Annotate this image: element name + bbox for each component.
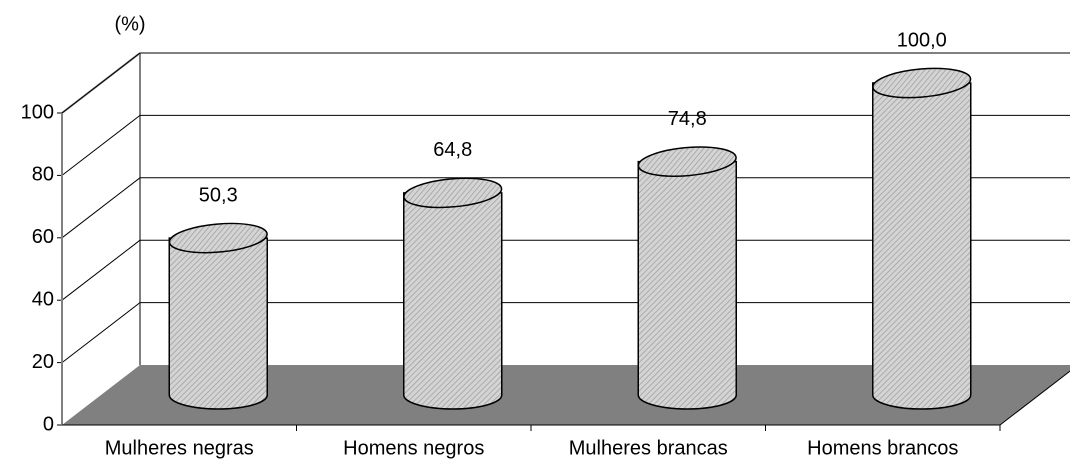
x-tick-label: Homens brancos <box>807 437 958 459</box>
cylinder-body <box>403 192 503 410</box>
value-label: 50,3 <box>199 184 238 206</box>
value-label: 100,0 <box>897 29 947 51</box>
x-tick-label: Mulheres negras <box>105 437 254 459</box>
y-tick-label: 100 <box>21 101 54 123</box>
cylinder <box>872 67 972 410</box>
value-label: 64,8 <box>433 139 472 161</box>
y-axis-label: (%) <box>114 13 145 35</box>
grid-line <box>61 115 141 176</box>
x-tick-label: Mulheres brancas <box>569 437 728 459</box>
y-tick-label: 80 <box>32 164 54 186</box>
cylinder-top <box>637 146 737 177</box>
grid-line <box>61 302 141 363</box>
cylinder-body <box>637 160 737 410</box>
y-tick-label: 40 <box>32 288 54 310</box>
y-tick-label: 60 <box>32 226 54 248</box>
x-tick-label: Homens negros <box>343 437 484 459</box>
cylinder <box>637 146 737 410</box>
cylinder-body <box>168 237 268 410</box>
floor <box>62 365 1070 425</box>
y-tick-label: 20 <box>32 351 54 373</box>
cylinder <box>168 222 268 410</box>
cylinder <box>403 177 503 410</box>
y-tick-label: 0 <box>43 413 54 435</box>
floor-edge <box>999 370 1070 426</box>
cylinder-top <box>872 67 972 99</box>
cylinder-top <box>168 222 268 254</box>
value-label: 74,8 <box>668 108 707 130</box>
cylinder-top <box>403 177 503 209</box>
grid-line <box>61 239 141 301</box>
cylinder-body <box>872 82 972 410</box>
grid-line <box>61 52 141 114</box>
grid-line <box>61 177 141 239</box>
